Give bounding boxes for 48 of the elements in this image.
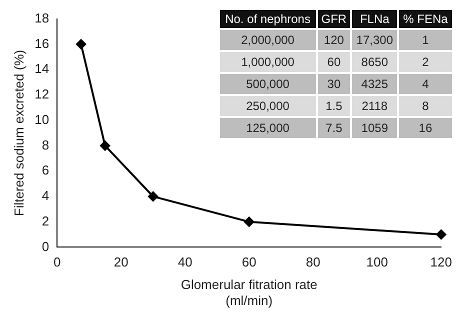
annotation: 16 [398, 118, 452, 138]
x-tick-label: 80 [306, 254, 320, 270]
annotation: FLNa [352, 10, 397, 28]
y-tick-label: 2 [42, 213, 50, 228]
x-axis-title: Glomerular fitration rate (ml/min) [180, 277, 318, 308]
annotation: % FENa [398, 10, 452, 28]
y-tick-label: 18 [34, 10, 50, 26]
point [244, 216, 254, 227]
annotation: 60 [318, 52, 350, 72]
y-tick-label: 12 [34, 86, 50, 102]
point [148, 191, 158, 202]
y-tick-label: 8 [42, 137, 50, 152]
annotation: 2,000,000 [220, 30, 316, 50]
annotation: 2 [398, 52, 452, 72]
annotation: GFR [318, 10, 350, 28]
y-tick-label: 10 [34, 112, 50, 127]
y-tick-label: 16 [34, 36, 50, 51]
point [76, 39, 86, 50]
annotation: 1,000,000 [220, 52, 316, 72]
x-tick-label: 40 [178, 254, 192, 270]
point [436, 230, 446, 240]
annotation: 8 [398, 96, 452, 116]
y-tick-label: 4 [42, 188, 50, 204]
annotation: 1059 [352, 118, 397, 138]
point [100, 140, 110, 151]
annotation: 2118 [352, 96, 397, 116]
annotation: 250,000 [220, 96, 316, 116]
x-tick-label: 0 [53, 254, 61, 270]
annotation: No. of nephrons [220, 10, 316, 28]
y-axis-title: Filtered sodium excreted (%) [11, 50, 26, 216]
annotation: 120 [318, 30, 350, 50]
annotation: 1 [398, 30, 452, 50]
x-tick-label: 120 [430, 254, 452, 270]
annotation: 17,300 [352, 30, 397, 50]
y-tick-label: 0 [42, 238, 50, 254]
annotation: 4 [398, 74, 452, 94]
x-tick-label: 60 [242, 254, 256, 270]
annotation: 500,000 [220, 74, 316, 94]
y-tick-label: 6 [42, 162, 50, 178]
annotation: 1.5 [318, 96, 350, 116]
annotation: 8650 [352, 52, 397, 72]
annotation: 7.5 [318, 118, 350, 138]
y-tick-label: 14 [34, 61, 50, 76]
x-tick-label: 100 [366, 254, 388, 270]
annotation: 4325 [352, 74, 397, 94]
annotation: 30 [318, 74, 350, 94]
annotation: 125,000 [220, 118, 316, 138]
x-tick-label: 20 [114, 254, 128, 270]
